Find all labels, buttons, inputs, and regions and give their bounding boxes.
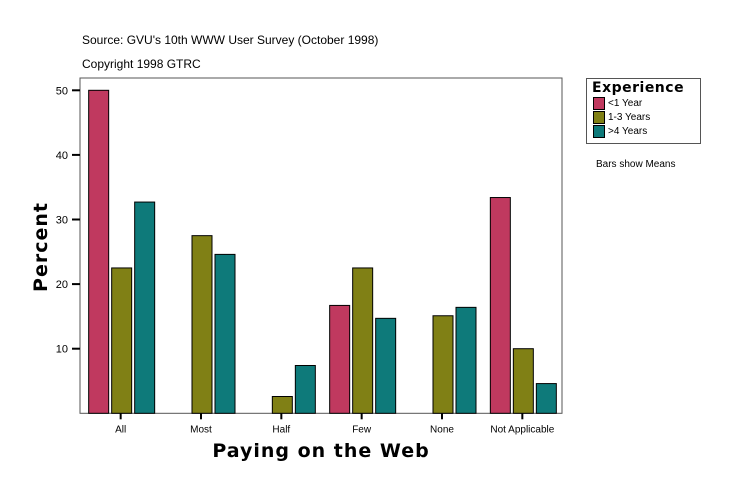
bar bbox=[512, 348, 534, 414]
bar bbox=[329, 304, 351, 414]
x-tick-label: Not Applicable bbox=[490, 424, 554, 435]
bar bbox=[134, 201, 156, 414]
legend-item: 1-3 Years bbox=[593, 110, 700, 124]
note-text: Bars show Means bbox=[596, 159, 676, 170]
plot-area bbox=[79, 77, 563, 414]
copyright-text: Copyright 1998 GTRC bbox=[82, 57, 201, 71]
legend-swatch bbox=[593, 96, 605, 110]
bar bbox=[535, 383, 557, 414]
bar bbox=[214, 253, 236, 414]
bar bbox=[271, 396, 293, 414]
bar bbox=[294, 364, 316, 414]
legend-item: >4 Years bbox=[593, 124, 700, 138]
y-axis-label: Percent bbox=[30, 202, 52, 292]
bar bbox=[489, 197, 511, 414]
legend-swatch bbox=[593, 110, 605, 124]
legend-swatch bbox=[593, 124, 605, 138]
bar bbox=[352, 267, 374, 414]
x-axis-label: Paying on the Web bbox=[212, 440, 429, 462]
legend-label: >4 Years bbox=[608, 125, 648, 137]
x-tick-label: All bbox=[115, 424, 126, 435]
legend-item: <1 Year bbox=[593, 96, 700, 110]
legend-label: <1 Year bbox=[608, 97, 643, 109]
x-tick-label: Most bbox=[190, 424, 212, 435]
legend-title: Experience bbox=[592, 80, 685, 96]
bar bbox=[88, 89, 110, 414]
bar bbox=[111, 267, 133, 414]
y-tick-label: 50 bbox=[56, 85, 68, 97]
legend: Experience <1 Year 1-3 Years >4 Years bbox=[586, 78, 701, 144]
bar bbox=[191, 235, 213, 414]
y-tick-label: 20 bbox=[56, 279, 68, 291]
x-tick-label: Few bbox=[352, 424, 372, 435]
y-tick-label: 10 bbox=[56, 344, 68, 356]
x-tick-label: None bbox=[430, 424, 454, 435]
x-tick-label: Half bbox=[272, 424, 290, 435]
bar bbox=[432, 315, 454, 414]
y-tick-label: 40 bbox=[56, 150, 68, 162]
y-tick-label: 30 bbox=[56, 215, 68, 227]
bar bbox=[455, 306, 477, 414]
legend-label: 1-3 Years bbox=[608, 111, 651, 123]
bar bbox=[375, 317, 397, 414]
source-text: Source: GVU's 10th WWW User Survey (Octo… bbox=[82, 33, 379, 47]
